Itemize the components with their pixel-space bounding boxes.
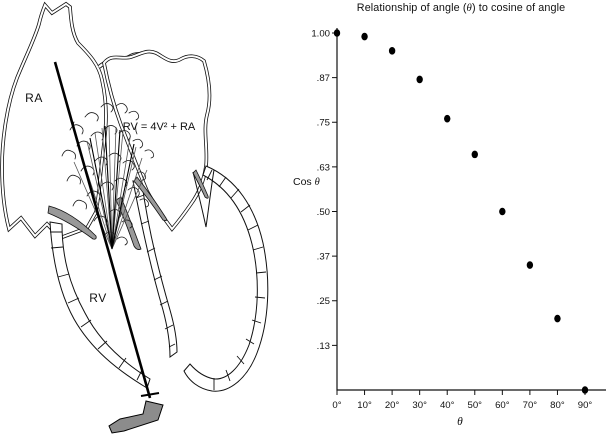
chart-title-prefix: Relationship of angle ( [356, 2, 467, 14]
data-point [526, 261, 534, 269]
y-axis-label: Cos θ [293, 176, 320, 188]
y-tick-label: .87 [317, 73, 330, 84]
transducer [108, 400, 164, 434]
chart-title: Relationship of angle (θ) to cosine of a… [300, 2, 609, 14]
x-tick-label: 30° [412, 400, 427, 411]
y-tick-label: .37 [317, 252, 330, 263]
beam-end-tick [140, 392, 160, 397]
x-axis-label: θ [457, 416, 463, 428]
valve-leaflets [47, 169, 209, 250]
x-tick-label: 10° [357, 400, 372, 411]
x-tick-label: 40° [440, 400, 455, 411]
data-point [361, 32, 368, 41]
y-tick-label: .13 [317, 341, 330, 352]
y-tick-label: .63 [317, 162, 330, 173]
y-tick-label: .25 [317, 296, 330, 307]
y-tick-label: 1.00 [311, 28, 330, 39]
cos-text: Cos [293, 176, 315, 188]
data-point [554, 314, 561, 323]
data-point [388, 47, 396, 55]
chart-title-suffix: ) to cosine of angle [471, 2, 566, 14]
x-tick-label: 70° [523, 400, 538, 411]
data-point [444, 114, 451, 123]
y-tick-label: .75 [317, 118, 330, 129]
x-tick-label: 50° [468, 400, 483, 411]
y-tick-label: .50 [317, 207, 330, 218]
theta-glyph: θ [466, 2, 472, 14]
x-tick-label: 60° [495, 400, 510, 411]
formula-chamber-outline [102, 49, 212, 232]
x-tick-label: 20° [385, 400, 400, 411]
data-point [471, 150, 478, 159]
doppler-beam-line [53, 61, 152, 399]
ra-label: RA [25, 91, 43, 105]
septum-band [132, 180, 178, 358]
data-point [499, 207, 506, 216]
data-point [581, 386, 589, 394]
x-tick-label: 80° [550, 400, 565, 411]
rv-label: RV [89, 291, 106, 305]
x-tick-label: 90° [578, 400, 593, 411]
axes [336, 28, 606, 391]
lv-wall-ring [183, 165, 269, 392]
jet-fan [73, 124, 148, 250]
data-point [416, 75, 423, 84]
theta-glyph: θ [314, 177, 320, 188]
data-point [333, 29, 341, 37]
bernoulli-formula: RV = 4V² + RA [123, 121, 196, 133]
x-tick-label: 0° [332, 400, 341, 411]
